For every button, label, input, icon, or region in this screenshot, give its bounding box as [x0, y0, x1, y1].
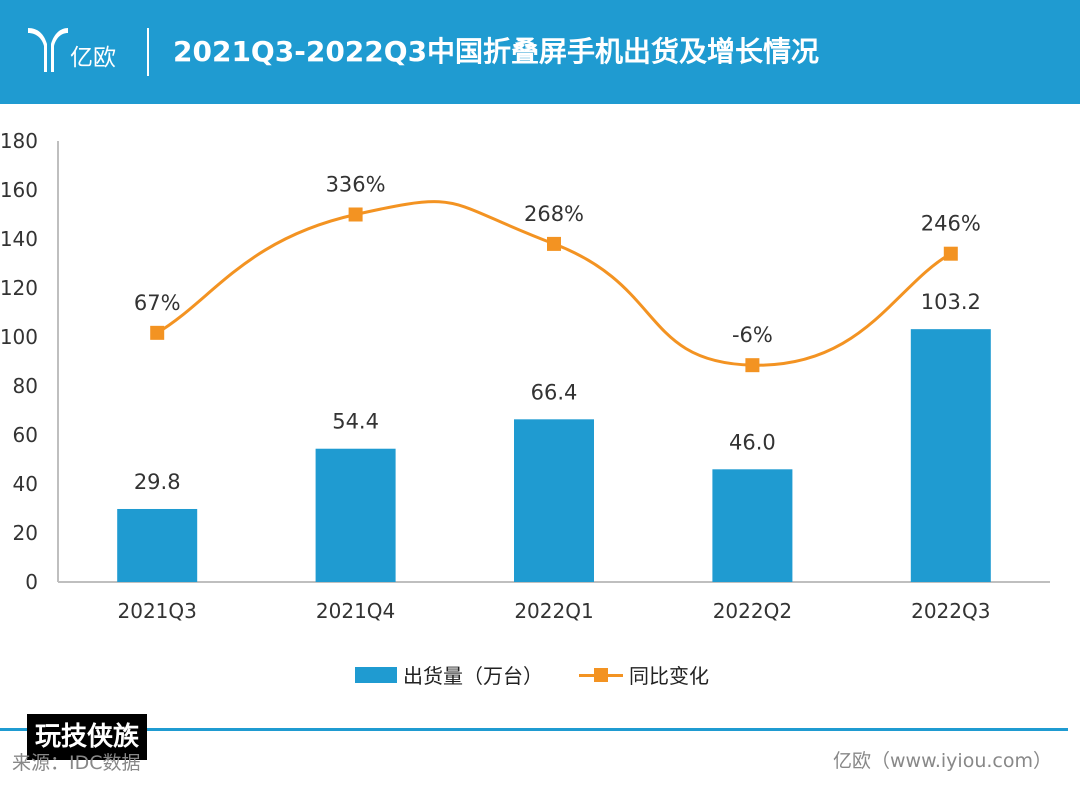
yoy-data-label: -6% — [732, 323, 773, 347]
y-tick-label: 100 — [0, 325, 38, 349]
bar — [117, 508, 198, 582]
yoy-data-label: 336% — [326, 173, 386, 197]
y-tick-label: 140 — [0, 227, 38, 251]
chart-title: 2021Q3-2022Q3中国折叠屏手机出货及增长情况 — [173, 35, 820, 68]
bar — [910, 329, 991, 582]
logo-text: 亿欧 — [70, 45, 116, 71]
header-divider — [147, 28, 149, 76]
yoy-point-marker — [943, 246, 958, 261]
bar-data-label: 66.4 — [531, 380, 578, 404]
y-tick-label: 160 — [0, 178, 38, 202]
bar — [712, 469, 793, 582]
legend-item-yoy: 同比变化 — [579, 660, 709, 689]
y-tick-label: 60 — [13, 423, 38, 447]
legend-label-yoy: 同比变化 — [629, 664, 709, 688]
yoy-data-label: 268% — [524, 202, 584, 226]
y-tick-label: 80 — [13, 374, 38, 398]
yoy-data-label: 246% — [921, 212, 981, 236]
legend-item-shipments: 出货量（万台） — [355, 660, 543, 689]
watermark-logo: 玩技侠族 — [27, 714, 147, 760]
y-tick-label: 0 — [25, 570, 38, 594]
bar — [514, 419, 594, 582]
credit-note: 亿欧（www.iyiou.com） — [832, 750, 1052, 772]
bar-data-label: 54.4 — [332, 410, 379, 434]
chart-area: 0 20 40 60 80 100 120 140 160 180 2021Q3 2021Q4 2022… — [0, 129, 1050, 623]
legend: 出货量（万台） 同比变化 — [355, 660, 745, 689]
yoy-point-marker — [150, 325, 165, 340]
yoy-data-label: 67% — [134, 291, 181, 315]
x-tick-label: 2021Q4 — [316, 599, 395, 623]
legend-bar-swatch — [355, 666, 397, 683]
bar — [315, 448, 396, 582]
yoy-point-marker — [745, 358, 760, 373]
legend-line-swatch — [579, 667, 623, 683]
x-tick-label: 2022Q3 — [911, 599, 990, 623]
header-banner: 亿欧 2021Q3-2022Q3中国折叠屏手机出货及增长情况 — [0, 0, 1080, 104]
x-tick-label: 2022Q2 — [713, 599, 792, 623]
x-tick-label: 2022Q1 — [514, 599, 593, 623]
legend-label-shipments: 出货量（万台） — [403, 664, 543, 688]
y-tick-label: 20 — [13, 521, 38, 545]
y-tick-label: 180 — [0, 129, 38, 153]
y-tick-label: 40 — [13, 472, 38, 496]
yoy-series-line — [156, 200, 952, 367]
yiou-logo-icon — [28, 28, 68, 72]
bar-data-label: 29.8 — [134, 470, 181, 494]
yoy-point-marker — [547, 236, 561, 251]
source-note: 来源：IDC数据 — [12, 752, 141, 774]
yoy-point-marker — [348, 207, 363, 222]
bar-data-label: 103.2 — [921, 290, 981, 314]
bar-data-label: 46.0 — [729, 430, 776, 454]
footer-divider — [0, 728, 1068, 731]
y-tick-label: 120 — [0, 276, 38, 300]
x-tick-label: 2021Q3 — [118, 599, 197, 623]
